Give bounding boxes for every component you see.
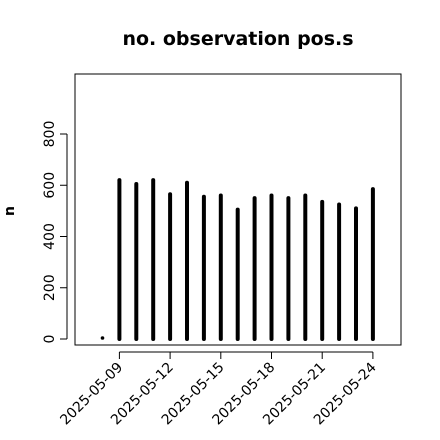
y-tick-label: 200 (42, 274, 58, 301)
bars (100, 178, 375, 341)
bar-2025-05-08 (100, 336, 105, 340)
chart-title: no. observation pos.s (122, 28, 353, 50)
y-axis-label: n (2, 206, 18, 216)
y-tick-label: 800 (42, 121, 58, 148)
plot-frame (74, 73, 402, 346)
y-axis: 0 200 400 600 800 (42, 121, 68, 344)
y-tick-label: 400 (42, 223, 58, 250)
y-tick-label: 0 (42, 335, 58, 344)
y-tick-label: 600 (42, 172, 58, 199)
x-axis: 2025-05-092025-05-122025-05-152025-05-18… (57, 351, 380, 428)
